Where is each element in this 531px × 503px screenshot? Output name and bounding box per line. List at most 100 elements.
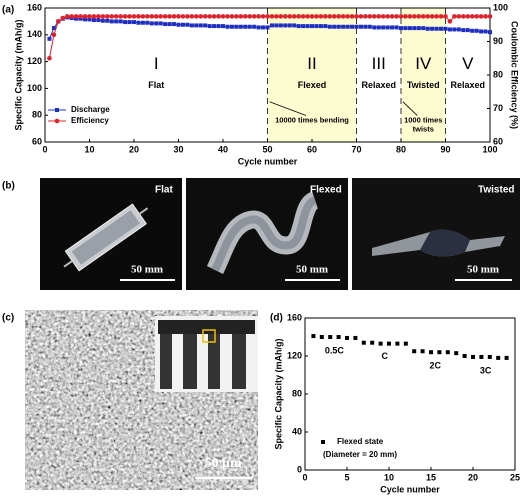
marker <box>221 24 225 29</box>
marker <box>318 24 323 29</box>
marker <box>395 341 400 346</box>
marker <box>380 14 386 19</box>
marker <box>412 349 417 354</box>
marker <box>305 14 310 19</box>
marker <box>172 22 177 27</box>
marker <box>319 335 324 339</box>
region-numeral: III <box>372 54 386 73</box>
region-name: Flat <box>148 80 164 90</box>
y2-axis-label: Coulombic Efficiency (%) <box>510 21 520 129</box>
marker <box>47 36 52 41</box>
marker <box>430 26 435 31</box>
marker <box>207 14 212 19</box>
marker <box>163 22 168 27</box>
marker <box>198 14 204 19</box>
marker <box>100 18 105 23</box>
marker <box>153 14 159 19</box>
marker <box>438 14 444 19</box>
x-tick-label: 60 <box>307 144 317 154</box>
annotation-arrow <box>402 101 418 116</box>
marker <box>367 24 372 29</box>
marker <box>416 26 421 31</box>
marker <box>321 440 325 444</box>
marker <box>425 26 430 31</box>
x-tick-label: 5 <box>344 472 349 482</box>
marker <box>474 14 479 19</box>
marker <box>452 27 457 32</box>
rate-label: C <box>382 351 389 361</box>
marker <box>252 24 257 29</box>
marker <box>269 14 275 19</box>
y-tick-label: 80 <box>32 110 42 120</box>
y-tick-label: 120 <box>27 56 42 66</box>
marker <box>82 14 88 19</box>
marker <box>256 14 261 19</box>
marker <box>105 14 110 19</box>
marker <box>483 29 488 34</box>
marker <box>376 14 382 19</box>
marker <box>216 24 221 29</box>
marker <box>54 118 60 124</box>
legend-note: (Diameter = 20 mm) <box>323 450 397 459</box>
marker <box>220 14 226 19</box>
region-name: Twisted <box>407 80 440 90</box>
marker <box>145 14 150 19</box>
marker <box>300 14 306 19</box>
marker <box>118 19 123 24</box>
marker <box>136 20 141 25</box>
marker <box>336 14 342 19</box>
x-tick-label: 20 <box>468 472 478 482</box>
marker <box>363 14 368 19</box>
marker <box>171 14 177 19</box>
marker <box>203 23 208 28</box>
marker <box>261 25 266 30</box>
marker <box>372 25 377 30</box>
legend-label: Discharge <box>71 105 110 114</box>
marker <box>296 14 301 19</box>
marker <box>398 14 404 19</box>
marker <box>132 20 136 25</box>
marker <box>358 14 364 19</box>
marker <box>287 14 293 19</box>
x-tick-label: 15 <box>426 472 436 482</box>
x-axis-label: Cycle number <box>238 156 298 166</box>
y-axis-label: Specific Capacity (mAh/g) <box>13 19 23 130</box>
x-tick-label: 30 <box>173 144 183 154</box>
y2-tick-label: 80 <box>493 69 503 79</box>
y-tick-label: 140 <box>27 29 42 39</box>
marker <box>340 14 346 19</box>
marker <box>265 14 270 19</box>
y2-tick-label: 100 <box>493 2 508 12</box>
marker <box>149 14 155 19</box>
photo: Flexed 50 mm <box>186 178 348 290</box>
marker <box>96 18 101 23</box>
x-tick-label: 100 <box>482 144 497 154</box>
marker <box>350 24 355 29</box>
marker <box>487 14 493 19</box>
marker <box>443 26 448 31</box>
x-tick-label: 10 <box>384 472 394 482</box>
marker <box>189 14 195 19</box>
marker <box>265 25 270 30</box>
marker <box>488 30 492 35</box>
rate-label: 0.5C <box>325 345 345 355</box>
marker <box>421 26 426 31</box>
marker <box>242 14 248 19</box>
marker <box>87 17 92 22</box>
marker <box>336 335 341 339</box>
x-tick-label: 80 <box>396 144 406 154</box>
marker <box>74 16 79 21</box>
x-tick-label: 0 <box>42 144 47 154</box>
series-line <box>48 16 491 40</box>
marker <box>167 14 172 19</box>
sem-image: 50 μm <box>25 310 258 490</box>
marker <box>194 14 199 19</box>
marker <box>56 19 61 24</box>
marker <box>238 14 244 19</box>
marker <box>447 27 452 32</box>
marker <box>140 14 146 19</box>
marker <box>247 14 252 19</box>
marker <box>127 14 132 19</box>
y-tick-label: 40 <box>292 426 302 436</box>
marker <box>399 26 403 31</box>
